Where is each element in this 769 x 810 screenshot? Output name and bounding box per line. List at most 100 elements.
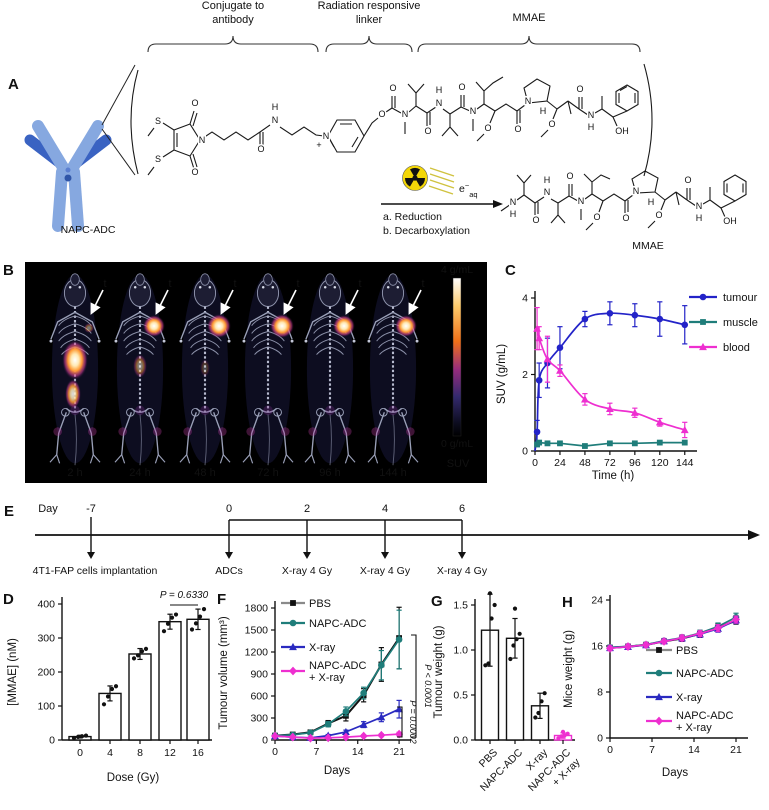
svg-text:1.0: 1.0 (453, 645, 468, 657)
series-blood (533, 306, 689, 439)
p-value-label: P = 0.6330 (160, 590, 209, 601)
antibody-hinge-dot2 (65, 167, 71, 173)
electron-label: e−aq (459, 181, 478, 199)
legend-label: NAPC-ADC (309, 618, 367, 630)
antibody-stem-left (52, 166, 68, 232)
category-label: 16 (192, 747, 204, 759)
svg-text:N: N (578, 196, 585, 206)
antibody-stem-right (68, 166, 84, 232)
antibody-graphic (24, 120, 112, 232)
svg-text:H: H (648, 197, 655, 207)
x-axis-title: Days (662, 767, 688, 779)
svg-text:8: 8 (597, 687, 603, 699)
colorbar-max-label: 4 g/mL (441, 264, 473, 276)
bar-PBS (480, 591, 500, 741)
svg-text:14: 14 (352, 746, 364, 758)
svg-text:H: H (696, 213, 703, 223)
bracket-right-paren (643, 63, 653, 177)
svg-text:O: O (378, 109, 385, 119)
svg-text:S: S (155, 154, 161, 164)
timepoint-label: 96 h (319, 467, 340, 479)
y-axis-title: SUV (g/mL) (496, 344, 508, 404)
svg-text:N: N (323, 131, 330, 141)
svg-text:N: N (525, 96, 532, 106)
brace-linker (325, 35, 413, 53)
tumour-arrow (90, 289, 104, 315)
svg-text:1500: 1500 (245, 625, 269, 637)
svg-text:S: S (155, 116, 161, 126)
mouse-scan: t 48 h (178, 272, 237, 479)
svg-text:O: O (576, 84, 583, 94)
legend-label: PBS (309, 598, 331, 610)
bar-16 (186, 607, 210, 741)
tumour-signal (207, 314, 231, 338)
svg-text:N: N (696, 201, 703, 211)
bar-4 (98, 684, 122, 741)
significance-brackets: P < 0.0001 P = 0.0002 (397, 634, 433, 744)
svg-text:0: 0 (262, 735, 268, 747)
y-axis-title: [MMAE] (nM) (7, 638, 19, 706)
timeline-event-caption: X-ray 4 Gy (437, 565, 488, 577)
timeline-event-caption: 4T1-FAP cells implantation (33, 565, 158, 577)
timeline-day-label: 0 (226, 503, 232, 515)
bar-0 (68, 733, 92, 741)
svg-text:48: 48 (579, 457, 591, 469)
x-axis-title: Days (324, 765, 350, 777)
svg-text:O: O (684, 175, 691, 185)
colorbar-min-label: 0 g/mL (441, 438, 473, 450)
reaction-graphic: e−aq (381, 165, 503, 208)
panel-label-g: G (431, 593, 443, 610)
timeline-day-label: -7 (86, 503, 96, 515)
svg-text:0.0: 0.0 (453, 735, 468, 747)
tumour-marker-label: t (233, 278, 236, 290)
series-NAPC-ADC-+-X-ray (271, 729, 404, 743)
timeline-axis-title: Day (38, 503, 58, 515)
brace-graphics (147, 35, 641, 53)
category-label: 4 (107, 747, 113, 759)
svg-text:N: N (588, 110, 595, 120)
svg-text:1.5: 1.5 (453, 600, 468, 612)
panel-label-b: B (3, 262, 14, 279)
axes: 0 7 14 21 0 300 600 900 1200 1500 1800 Days Tumour v… (218, 601, 411, 777)
bar-X-ray (530, 691, 550, 741)
brace-label-linker: Radiation responsive linker (317, 0, 421, 26)
legend: tumour muscle blood (689, 292, 758, 354)
svg-text:16: 16 (591, 641, 603, 653)
tumour-arrow (155, 289, 169, 315)
svg-text:O: O (191, 167, 198, 177)
timeline-panel: Day -7 4T1-FAP cells implantation 0 ADCs 2 X-r… (33, 503, 760, 577)
bar-NAPC-ADC (505, 606, 525, 741)
reaction-step-b: b. Decarboxylation (383, 225, 470, 237)
chart-mice-weight: 0 7 14 21 0 8 16 24 Days Mice weight (g) PBS NAPC-A… (563, 595, 748, 779)
svg-text:0: 0 (532, 457, 538, 469)
svg-text:0: 0 (522, 446, 528, 458)
svg-text:300: 300 (37, 633, 55, 645)
svg-text:14: 14 (688, 744, 700, 756)
svg-text:H: H (510, 209, 517, 219)
svg-text:4: 4 (522, 293, 528, 305)
bracket-left-paren (130, 69, 139, 175)
svg-text:O: O (257, 144, 264, 154)
x-axis-title: Dose (Gy) (107, 772, 160, 784)
svg-text:400: 400 (37, 599, 55, 611)
tumour-marker-label: t (358, 278, 361, 290)
svg-text:200: 200 (37, 667, 55, 679)
category-label: 12 (164, 747, 176, 759)
svg-text:144: 144 (676, 457, 694, 469)
tumour-arrow (345, 289, 359, 315)
svg-text:N: N (633, 186, 640, 196)
svg-text:7: 7 (313, 746, 319, 758)
brace-mmae (417, 35, 641, 53)
bar-8 (128, 646, 152, 741)
antibody-arm-right (66, 120, 104, 175)
brace-label-mmae: MMAE (512, 12, 546, 24)
timeline-day-label: 2 (304, 503, 310, 515)
tumour-arrow (408, 289, 422, 315)
mouse-scan: t 2 h (48, 272, 107, 479)
svg-text:N: N (470, 106, 477, 116)
svg-text:96: 96 (629, 457, 641, 469)
svg-text:0: 0 (607, 744, 613, 756)
